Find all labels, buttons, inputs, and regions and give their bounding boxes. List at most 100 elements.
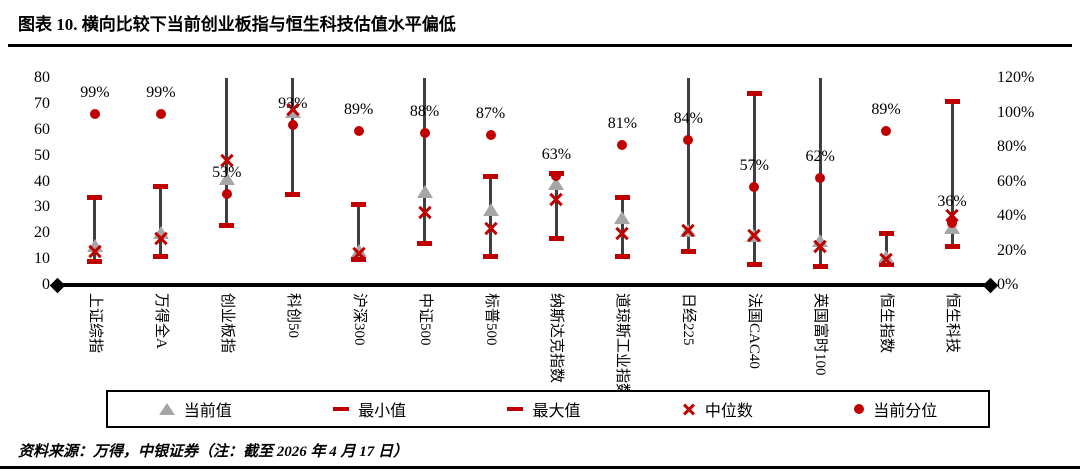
- median-marker: [680, 223, 696, 239]
- x-axis-label: 恒生科技: [944, 293, 961, 354]
- axis-end-diamond: [982, 277, 998, 293]
- legend-label: 当前分位: [873, 403, 938, 420]
- current-marker: [482, 202, 499, 216]
- x-axis-label: 中证500: [416, 293, 433, 346]
- percent-label: 89%: [344, 101, 374, 119]
- median-marker: [614, 225, 630, 241]
- right-axis-tick-label: 80%: [997, 138, 1027, 155]
- legend-item-2: 最大值: [507, 397, 580, 421]
- left-axis-tick-label: 50: [34, 146, 50, 164]
- x-axis-label: 万得全A: [152, 293, 169, 349]
- median-marker: [548, 192, 564, 208]
- min-marker: [680, 248, 696, 254]
- current-marker: [614, 210, 631, 224]
- min-marker: [746, 261, 762, 267]
- percent-label: 57%: [739, 156, 769, 174]
- right-axis-tick-label: 20%: [997, 241, 1027, 259]
- range-bar: [818, 78, 822, 267]
- range-bar: [884, 233, 888, 265]
- left-axis-tick-label: 40: [34, 172, 50, 190]
- min-marker: [944, 243, 960, 249]
- current-marker: [416, 184, 433, 198]
- median-marker: [153, 230, 169, 246]
- right-axis-tick-label: 100%: [997, 103, 1035, 121]
- legend-item-4: 当前分位: [854, 397, 937, 421]
- percent-label: 81%: [607, 115, 638, 133]
- range-bar: [225, 78, 229, 226]
- percent-label: 53%: [212, 163, 242, 181]
- figure-title: 图表 10. 横向比较下当前创业板指与恒生科技估值水平偏低: [18, 15, 456, 34]
- triangle-legend-icon: [158, 403, 175, 415]
- min-marker: [812, 264, 828, 270]
- dash-legend-icon: [507, 407, 524, 411]
- legend-item-3: 中位数: [682, 397, 753, 421]
- cross-legend-icon: [682, 402, 696, 416]
- percentile-dot: [617, 140, 628, 151]
- median-marker: [812, 238, 828, 254]
- range-bar: [159, 186, 163, 257]
- percent-label: 63%: [541, 146, 572, 164]
- percent-label: 89%: [871, 101, 901, 119]
- median-marker: [878, 251, 894, 267]
- percentile-dot: [815, 173, 826, 184]
- range-bar: [950, 101, 954, 247]
- left-axis-tick-label: 20: [34, 224, 50, 242]
- legend-label: 最大值: [532, 403, 581, 420]
- left-axis-tick-label: 0: [42, 276, 50, 293]
- percentile-dot: [221, 188, 232, 199]
- chart-legend: 当前值 最小值 最大值 中位数 当前分位: [106, 390, 990, 428]
- percent-label: 88%: [409, 103, 440, 121]
- percentile-dot: [551, 171, 562, 182]
- left-axis-tick-label: 80: [34, 69, 50, 86]
- median-marker: [483, 220, 499, 236]
- median-marker: [417, 205, 433, 221]
- range-bar: [93, 197, 97, 262]
- median-marker: [87, 243, 103, 259]
- range-bar: [752, 93, 756, 265]
- left-axis-tick-label: 30: [34, 198, 50, 216]
- min-marker: [219, 222, 235, 228]
- x-axis-label: 上证综指: [86, 293, 103, 354]
- max-marker: [944, 98, 960, 104]
- current-marker: [548, 177, 565, 191]
- title-divider: [8, 44, 1072, 47]
- range-bar: [686, 78, 690, 252]
- max-marker: [746, 91, 762, 97]
- dash-legend-icon: [333, 407, 350, 411]
- percentile-dot: [683, 135, 694, 146]
- max-marker: [351, 202, 367, 208]
- min-marker: [417, 241, 433, 247]
- right-axis-tick-label: 0%: [997, 276, 1019, 293]
- source-note: 资料来源：万得，中银证券（注：截至 2026 年 4 月 17 日）: [18, 444, 409, 460]
- max-marker: [153, 184, 169, 190]
- legend-item-1: 最小值: [333, 397, 406, 421]
- percentile-dot: [353, 126, 364, 137]
- legend-label: 当前值: [183, 403, 232, 420]
- x-axis-label: 创业板指: [218, 293, 235, 354]
- percentile-dot: [287, 119, 298, 130]
- min-marker: [614, 254, 630, 260]
- x-axis-line: [52, 283, 995, 287]
- median-marker: [351, 246, 367, 262]
- max-marker: [483, 173, 499, 179]
- min-marker: [153, 254, 169, 260]
- x-axis-label: 沪深300: [350, 293, 367, 346]
- left-axis-tick-label: 60: [34, 120, 50, 138]
- legend-label: 最小值: [358, 403, 407, 420]
- range-bar: [423, 78, 427, 244]
- range-bar: [489, 176, 493, 257]
- x-axis-label: 纳斯达克指数: [548, 293, 565, 384]
- percentile-dot: [155, 109, 166, 120]
- range-bar: [291, 78, 295, 195]
- percent-label: 62%: [805, 148, 835, 166]
- min-marker: [285, 191, 301, 197]
- max-marker: [614, 194, 630, 200]
- x-axis-label: 科创50: [284, 293, 301, 339]
- percentile-dot: [89, 109, 100, 120]
- left-axis-tick-label: 10: [34, 250, 50, 268]
- range-bar: [357, 204, 361, 260]
- x-axis-label: 道琼斯工业指数: [614, 293, 631, 399]
- x-axis-label: 恒生指数: [878, 293, 895, 354]
- max-marker: [87, 194, 103, 200]
